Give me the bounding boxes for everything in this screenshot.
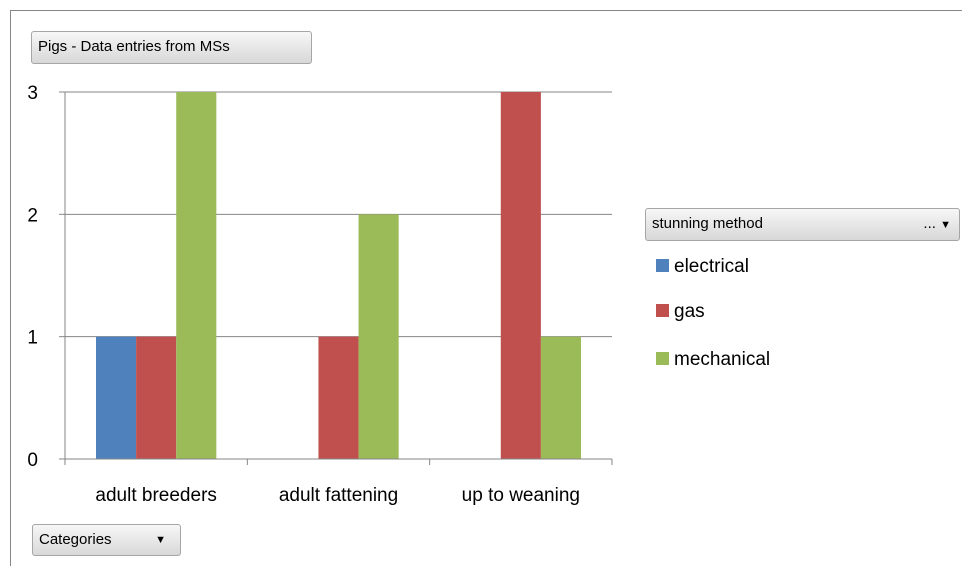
bar-mechanical-1 bbox=[176, 92, 217, 459]
x-tick-label-3: up to weaning bbox=[462, 485, 580, 506]
chevron-down-icon: ▼ bbox=[155, 534, 166, 546]
tick-labels: 0 1 2 3 adult breeders adult fattening up to w… bbox=[27, 83, 580, 506]
axes bbox=[59, 91, 613, 465]
chart-frame bbox=[10, 10, 962, 566]
bar-gas-1 bbox=[136, 336, 177, 459]
legend-item-electrical: electrical bbox=[656, 255, 749, 279]
chart-title-label: Pigs - Data entries from MSs bbox=[38, 38, 230, 55]
bar-electrical-1 bbox=[95, 336, 137, 459]
legend-label-electrical: electrical bbox=[674, 256, 749, 277]
categories-label: Categories bbox=[39, 531, 112, 548]
bar-mechanical-2 bbox=[358, 214, 399, 459]
bars bbox=[95, 92, 582, 459]
x-tick-label-2: adult fattening bbox=[279, 485, 398, 506]
legend-item-gas: gas bbox=[656, 300, 705, 324]
categories-field-button[interactable]: Categories ▼ bbox=[32, 524, 181, 556]
chart-title-field-button[interactable]: Pigs - Data entries from MSs bbox=[31, 31, 312, 64]
y-tick-label-2: 2 bbox=[27, 205, 38, 226]
legend-label-gas: gas bbox=[674, 301, 705, 322]
legend-swatch-mechanical bbox=[656, 352, 669, 366]
chevron-down-icon: ▼ bbox=[940, 219, 951, 231]
legend-dropdown[interactable]: ... ▼ bbox=[923, 209, 951, 240]
legend-title-label: stunning method bbox=[652, 215, 763, 232]
legend-menu-label: ... bbox=[923, 215, 936, 232]
legend-swatch-electrical bbox=[656, 259, 669, 273]
bar-gas-2 bbox=[318, 336, 359, 459]
x-tick-label-1: adult breeders bbox=[95, 485, 216, 506]
y-tick-label-1: 1 bbox=[27, 328, 38, 349]
bar-mechanical-3 bbox=[540, 336, 582, 459]
legend-label-mechanical: mechanical bbox=[674, 349, 771, 370]
legend-field-button[interactable]: stunning method ... ▼ bbox=[645, 208, 960, 241]
legend-swatch-gas bbox=[656, 304, 669, 318]
y-tick-label-3: 3 bbox=[27, 83, 38, 104]
bar-gas-3 bbox=[500, 92, 541, 459]
legend-item-mechanical: mechanical bbox=[656, 348, 770, 372]
y-tick-label-0: 0 bbox=[27, 450, 38, 471]
